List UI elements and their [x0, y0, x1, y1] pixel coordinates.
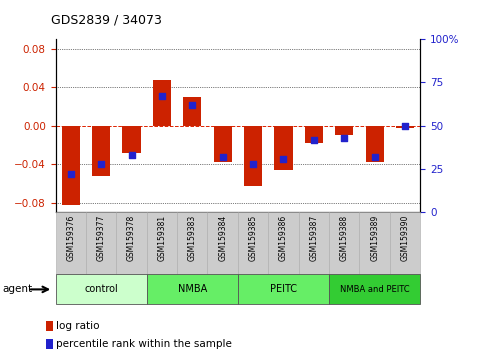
Text: GSM159381: GSM159381 — [157, 215, 167, 261]
Bar — [122, 126, 141, 153]
Bar — [305, 126, 323, 143]
Point — [97, 161, 105, 167]
Point — [371, 154, 379, 160]
Bar — [46, 321, 53, 331]
Point — [310, 137, 318, 142]
Bar — [335, 126, 354, 135]
FancyBboxPatch shape — [177, 212, 208, 274]
Bar — [46, 339, 53, 349]
Text: control: control — [84, 284, 118, 295]
FancyBboxPatch shape — [116, 212, 147, 274]
FancyBboxPatch shape — [56, 212, 86, 274]
Text: agent: agent — [2, 284, 32, 295]
Bar — [396, 126, 414, 127]
FancyBboxPatch shape — [238, 274, 329, 304]
FancyBboxPatch shape — [238, 212, 268, 274]
Point — [128, 152, 135, 158]
FancyBboxPatch shape — [86, 212, 116, 274]
Text: GSM159390: GSM159390 — [400, 215, 410, 261]
FancyBboxPatch shape — [147, 274, 238, 304]
Point — [219, 154, 227, 160]
Bar — [183, 97, 201, 126]
FancyBboxPatch shape — [390, 212, 420, 274]
Text: GSM159378: GSM159378 — [127, 215, 136, 261]
Text: log ratio: log ratio — [56, 321, 99, 331]
FancyBboxPatch shape — [208, 212, 238, 274]
Bar — [366, 126, 384, 162]
Point — [341, 135, 348, 141]
Bar — [274, 126, 293, 170]
Text: GSM159389: GSM159389 — [370, 215, 379, 261]
FancyBboxPatch shape — [147, 212, 177, 274]
Text: GSM159388: GSM159388 — [340, 215, 349, 261]
Point — [280, 156, 287, 161]
Text: GSM159376: GSM159376 — [66, 215, 75, 261]
Point — [158, 93, 166, 99]
Text: GSM159384: GSM159384 — [218, 215, 227, 261]
Point — [67, 171, 74, 177]
Text: GDS2839 / 34073: GDS2839 / 34073 — [51, 13, 162, 27]
Bar — [213, 126, 232, 162]
Text: GSM159386: GSM159386 — [279, 215, 288, 261]
Bar — [92, 126, 110, 176]
Text: NMBA: NMBA — [178, 284, 207, 295]
Text: GSM159387: GSM159387 — [309, 215, 318, 261]
Bar — [62, 126, 80, 205]
Point — [249, 161, 257, 167]
Text: percentile rank within the sample: percentile rank within the sample — [56, 339, 231, 349]
FancyBboxPatch shape — [329, 212, 359, 274]
Text: PEITC: PEITC — [270, 284, 297, 295]
Text: GSM159385: GSM159385 — [249, 215, 257, 261]
Bar — [244, 126, 262, 187]
FancyBboxPatch shape — [329, 274, 420, 304]
Bar — [153, 80, 171, 126]
FancyBboxPatch shape — [56, 274, 147, 304]
Point — [188, 102, 196, 108]
Text: NMBA and PEITC: NMBA and PEITC — [340, 285, 410, 294]
FancyBboxPatch shape — [298, 212, 329, 274]
Text: GSM159377: GSM159377 — [97, 215, 106, 261]
Point — [401, 123, 409, 129]
FancyBboxPatch shape — [268, 212, 298, 274]
Text: GSM159383: GSM159383 — [188, 215, 197, 261]
FancyBboxPatch shape — [359, 212, 390, 274]
